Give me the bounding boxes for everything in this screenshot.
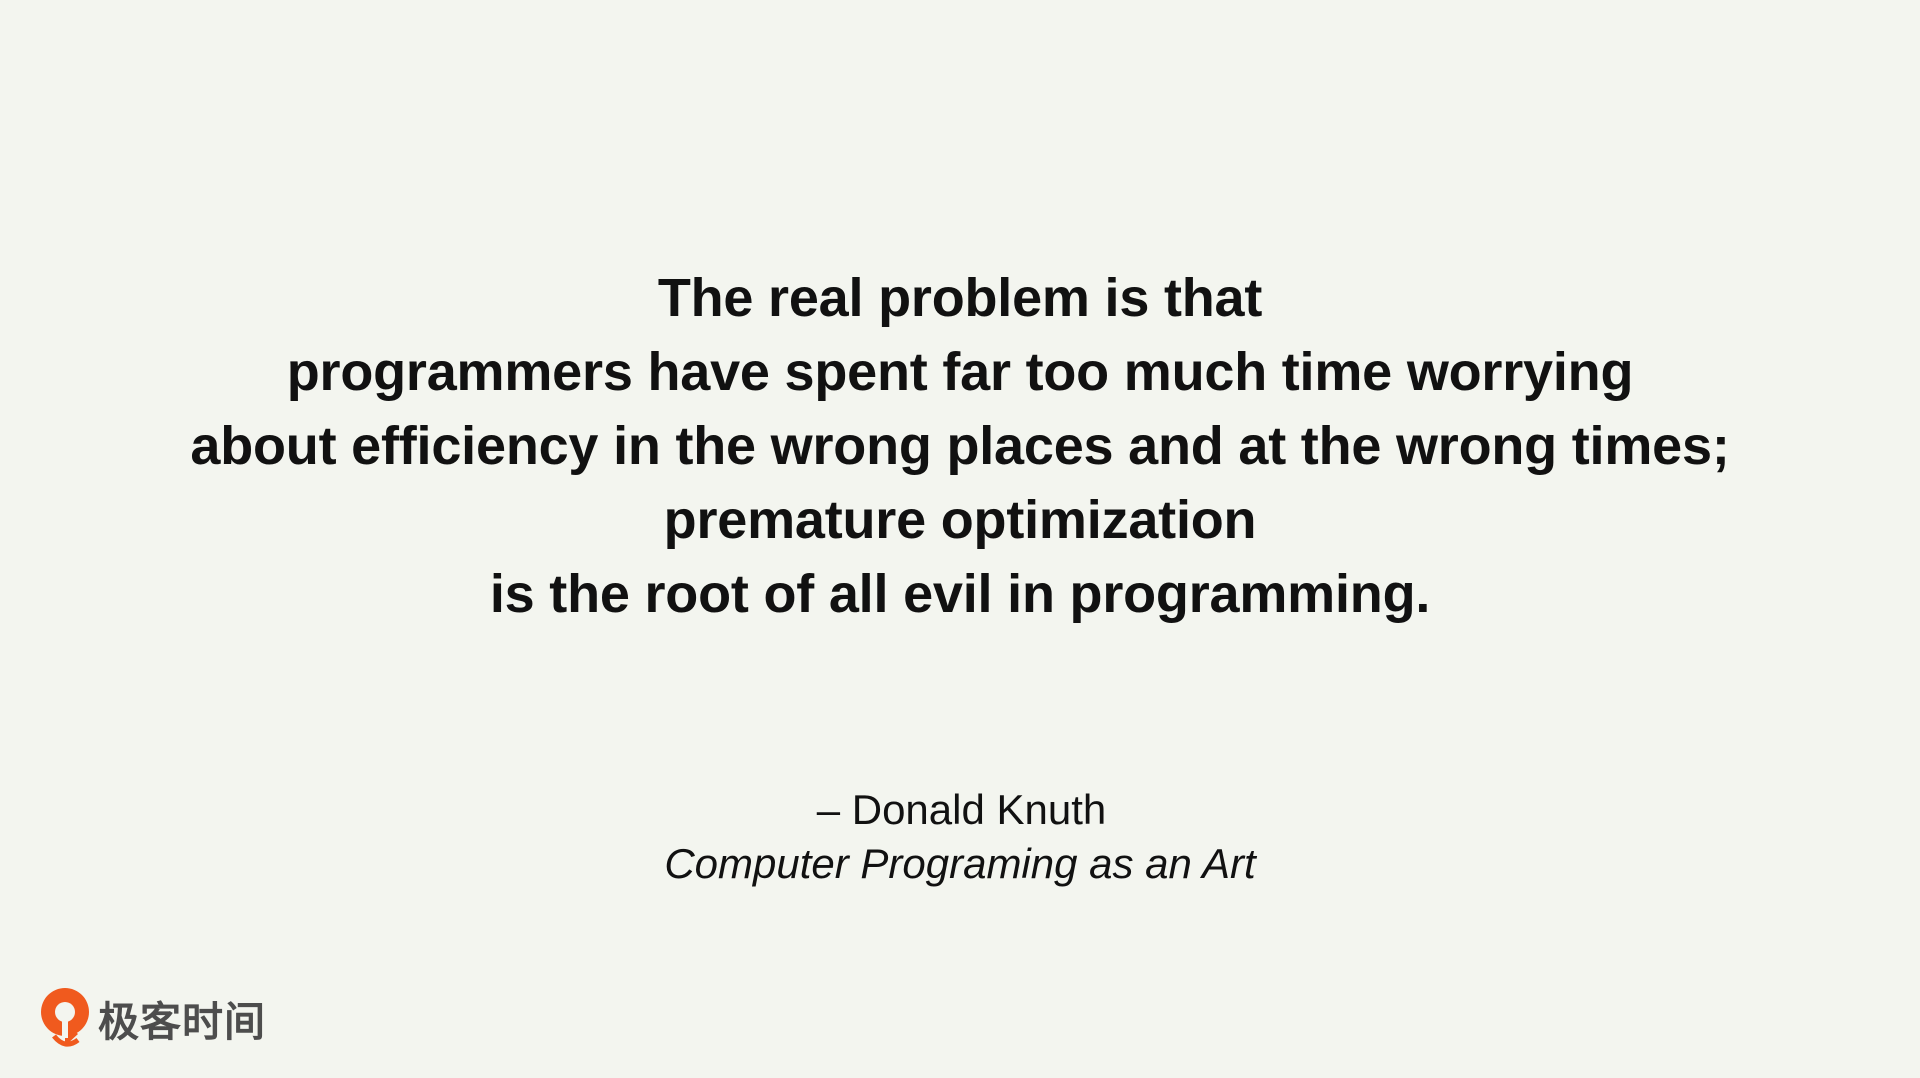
quote-line: The real problem is that [657,268,1263,328]
quote-line: premature optimization [663,490,1257,550]
quote-attribution: – Donald Knuth Computer Programing as an… [0,783,1920,891]
quote-text: The real problem is that programmers hav… [0,261,1920,631]
geektime-logo-icon [41,988,89,1047]
work-title: Computer Programing as an Art [664,840,1256,887]
quote-line: programmers have spent far too much time… [286,342,1634,402]
quote-line: is the root of all evil in programming. [489,564,1431,624]
brand-logo: 极客时间 [38,986,266,1050]
logo-text: 极客时间 [98,998,266,1046]
author-name: – Donald Knuth [816,786,1107,833]
quote-line: about efficiency in the wrong places and… [190,416,1730,476]
